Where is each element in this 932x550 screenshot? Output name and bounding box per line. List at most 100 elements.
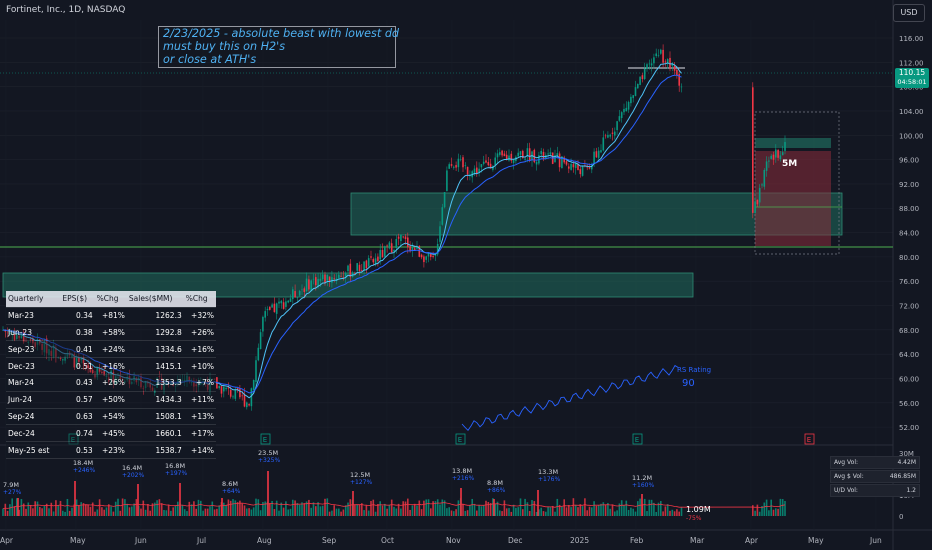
volume-bar [637, 501, 639, 516]
volume-bar [191, 504, 193, 516]
candle-body [439, 226, 441, 242]
volume-bar [172, 507, 174, 516]
candle-body [278, 302, 280, 304]
price-tick: 92.00 [899, 181, 919, 189]
candle-body [628, 102, 630, 110]
volume-bar [352, 491, 354, 516]
candle-body [338, 275, 340, 278]
candle-body [784, 142, 786, 151]
volume-bar [545, 512, 547, 516]
table-cell: 0.51 [60, 358, 94, 375]
candle-body [244, 394, 246, 406]
volume-bar [244, 505, 246, 516]
volume-bar [7, 511, 9, 516]
volume-bar [120, 511, 122, 516]
volume-bar [324, 499, 326, 516]
volume-bar [511, 512, 513, 516]
candle-body [768, 161, 770, 162]
volume-bar [446, 508, 448, 516]
table-cell: +14% [184, 442, 216, 459]
volume-bar [485, 501, 487, 516]
table-cell: May-25 est [6, 442, 60, 459]
candle-body [363, 261, 365, 270]
volume-bar [294, 500, 296, 516]
volume-bar [537, 490, 539, 516]
candle-body [281, 301, 283, 303]
table-cell: +10% [184, 358, 216, 375]
volume-bar [32, 508, 34, 516]
candle-body [589, 167, 591, 168]
volume-bar [124, 499, 126, 516]
table-header-cell: EPS($) [60, 291, 94, 307]
table-header-row: Quarterly EPS($) %Chg Sales($MM) %Chg [6, 291, 216, 307]
candle-body [775, 149, 777, 157]
volume-bar [2, 509, 4, 516]
candle-body [356, 263, 358, 271]
volume-bar [182, 505, 184, 516]
annotation-note[interactable]: 2/23/2025 - absolute beast with lowest d… [158, 26, 396, 68]
price-tick: 68.00 [899, 327, 919, 335]
volume-bar [276, 501, 278, 516]
volume-bar [209, 506, 211, 516]
volume-bar [596, 506, 598, 516]
candle-body [474, 169, 476, 174]
rs-line [462, 366, 678, 431]
volume-bar [74, 481, 76, 516]
table-cell: +26% [95, 374, 127, 391]
table-cell: Dec-23 [6, 358, 60, 375]
time-tick: Dec [508, 536, 523, 545]
volume-bar [563, 499, 565, 516]
volume-bar [129, 507, 131, 516]
currency-button[interactable]: USD [893, 4, 925, 22]
volume-bar [775, 508, 777, 516]
candle-body [340, 276, 342, 277]
volume-bar [44, 506, 46, 516]
volume-bar [421, 509, 423, 516]
candle-body [630, 97, 632, 103]
candle-body [313, 279, 315, 280]
volume-bar [632, 509, 634, 516]
volume-bar [582, 506, 584, 516]
earnings-marker-label: E [263, 436, 267, 444]
volume-bar [600, 504, 602, 516]
candle-body [612, 133, 614, 134]
volume-bar [784, 501, 786, 516]
time-tick: Aug [257, 536, 272, 545]
candle-body [609, 135, 611, 137]
last-price-tag: 110.15 04:58:01 [895, 68, 929, 88]
candle-body [632, 95, 634, 98]
candle-body [398, 237, 400, 239]
volume-bar [331, 511, 333, 516]
volume-bar [681, 507, 683, 516]
volume-bar [53, 511, 55, 516]
candle-body [600, 150, 602, 152]
candle-body [366, 261, 368, 269]
volume-bar [287, 509, 289, 516]
table-cell: +17% [184, 425, 216, 442]
rs-rating-label: RS Rating [677, 366, 711, 374]
volume-bar [179, 483, 181, 516]
volume-bar [343, 510, 345, 516]
symbol-title: Fortinet, Inc., 1D, NASDAQ [6, 5, 125, 15]
time-tick: Apr [0, 536, 14, 545]
candle-body [221, 386, 223, 394]
volume-bar [228, 499, 230, 516]
volume-bar [423, 501, 425, 516]
table-row: Dec-24 0.74 +45% 1660.1 +17% [6, 425, 216, 442]
volume-bar [536, 512, 538, 516]
table-row: May-25 est 0.53 +23% 1538.7 +14% [6, 442, 216, 459]
volume-label-value: 13.8M [452, 467, 472, 475]
candle-body [287, 301, 289, 303]
stat-row: U/D Vol: 1.2 [830, 484, 920, 497]
table-cell: +16% [184, 341, 216, 358]
table-cell: 1353.3 [127, 374, 184, 391]
earnings-marker-label: E [458, 436, 462, 444]
candle-body [658, 55, 660, 56]
candle-body [676, 70, 678, 76]
volume-bar [407, 499, 409, 516]
volume-label-pct: +246% [73, 467, 95, 474]
volume-bar [566, 507, 568, 516]
volume-bar [274, 509, 276, 516]
volume-bar [106, 507, 108, 516]
